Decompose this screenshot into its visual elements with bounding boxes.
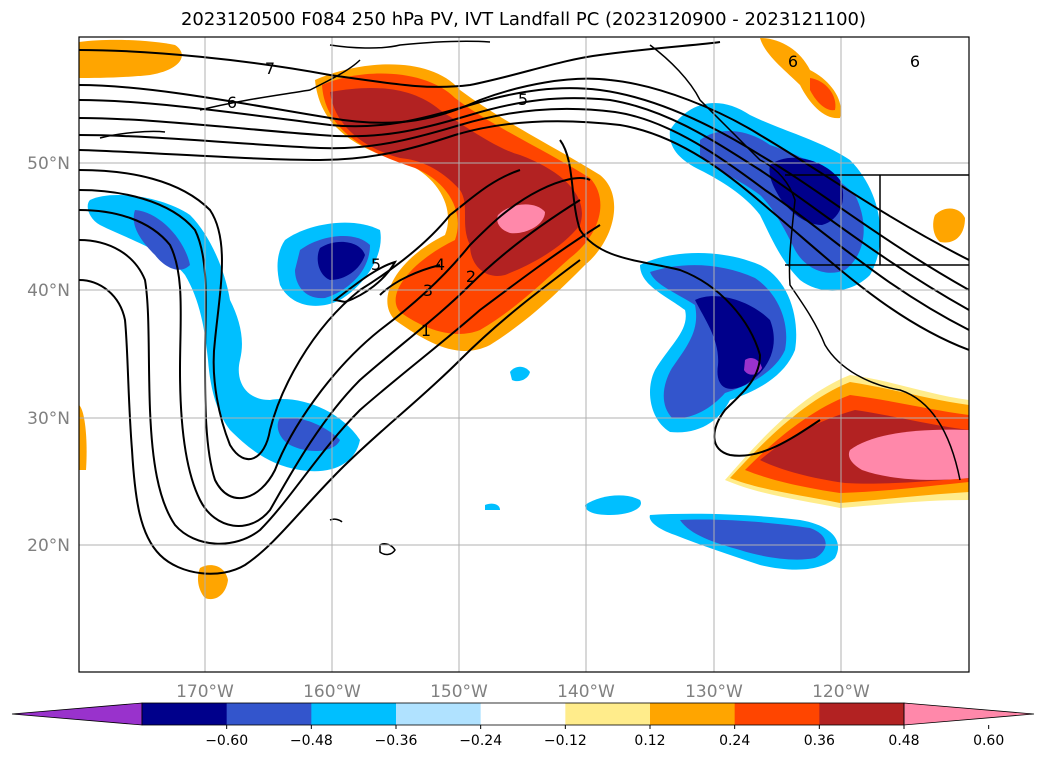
lat-label: 50°N bbox=[27, 154, 70, 174]
contour-label: 1 bbox=[421, 321, 431, 340]
colorbar-tick-label: −0.36 bbox=[375, 733, 418, 749]
colorbar-segment bbox=[734, 703, 820, 725]
lon-label: 150°W bbox=[430, 682, 488, 702]
colorbar-segment bbox=[819, 703, 905, 725]
lon-label: 120°W bbox=[812, 682, 870, 702]
colorbar-tick-label: −0.60 bbox=[205, 733, 248, 749]
colorbar: −0.60 −0.48 −0.36 −0.24 −0.12 0.12 0.24 0.36 0.4… bbox=[11, 702, 1035, 749]
colorbar-tick-label: 0.36 bbox=[804, 733, 835, 749]
colorbar-tick-label: −0.48 bbox=[290, 733, 333, 749]
map-plot-area: 7 6 5 6 6 5 4 3 2 1 bbox=[79, 37, 969, 672]
contour-label: 7 bbox=[265, 59, 275, 78]
contour-label: 5 bbox=[371, 255, 381, 274]
colorbar-tick-label: 0.24 bbox=[719, 733, 750, 749]
colorbar-segment bbox=[311, 703, 397, 725]
colorbar-extend-low bbox=[11, 702, 143, 726]
colorbar-segment bbox=[650, 703, 736, 725]
lat-label: 30°N bbox=[27, 409, 70, 429]
colorbar-tick-label: 0.48 bbox=[888, 733, 919, 749]
colorbar-tick-label: 0.60 bbox=[973, 733, 1004, 749]
colorbar-tick-label: −0.24 bbox=[459, 733, 502, 749]
longitude-labels: 170°W 160°W 150°W 140°W 130°W 120°W bbox=[176, 682, 870, 702]
lon-label: 130°W bbox=[685, 682, 743, 702]
contour-label: 2 bbox=[466, 267, 476, 286]
contour-label: 6 bbox=[788, 52, 798, 71]
pv-contours bbox=[79, 41, 969, 575]
colorbar-segment bbox=[226, 703, 312, 725]
colorbar-extend-high bbox=[903, 702, 1035, 726]
map-frame bbox=[78, 36, 970, 673]
contour-label: 4 bbox=[435, 255, 445, 274]
map-title: 2023120500 F084 250 hPa PV, IVT Landfall… bbox=[180, 9, 867, 30]
colorbar-segment bbox=[396, 703, 482, 725]
colorbar-segment bbox=[565, 703, 651, 725]
colorbar-tick-label: 0.12 bbox=[634, 733, 665, 749]
colorbar-segment bbox=[480, 703, 566, 725]
latitude-labels: 50°N 40°N 30°N 20°N bbox=[27, 154, 70, 556]
lon-label: 140°W bbox=[557, 682, 615, 702]
lat-label: 20°N bbox=[27, 536, 70, 556]
coastlines bbox=[99, 40, 969, 556]
colorbar-segment bbox=[142, 703, 228, 725]
contour-label: 5 bbox=[518, 90, 528, 109]
lat-label: 40°N bbox=[27, 281, 70, 301]
colorbar-tick-label: −0.12 bbox=[544, 733, 587, 749]
lon-label: 170°W bbox=[176, 682, 234, 702]
lon-label: 160°W bbox=[303, 682, 361, 702]
graticule bbox=[79, 37, 969, 672]
ivt-anomaly-shading bbox=[79, 38, 969, 600]
colorbar-outline bbox=[141, 702, 905, 726]
contour-label: 6 bbox=[910, 52, 920, 71]
